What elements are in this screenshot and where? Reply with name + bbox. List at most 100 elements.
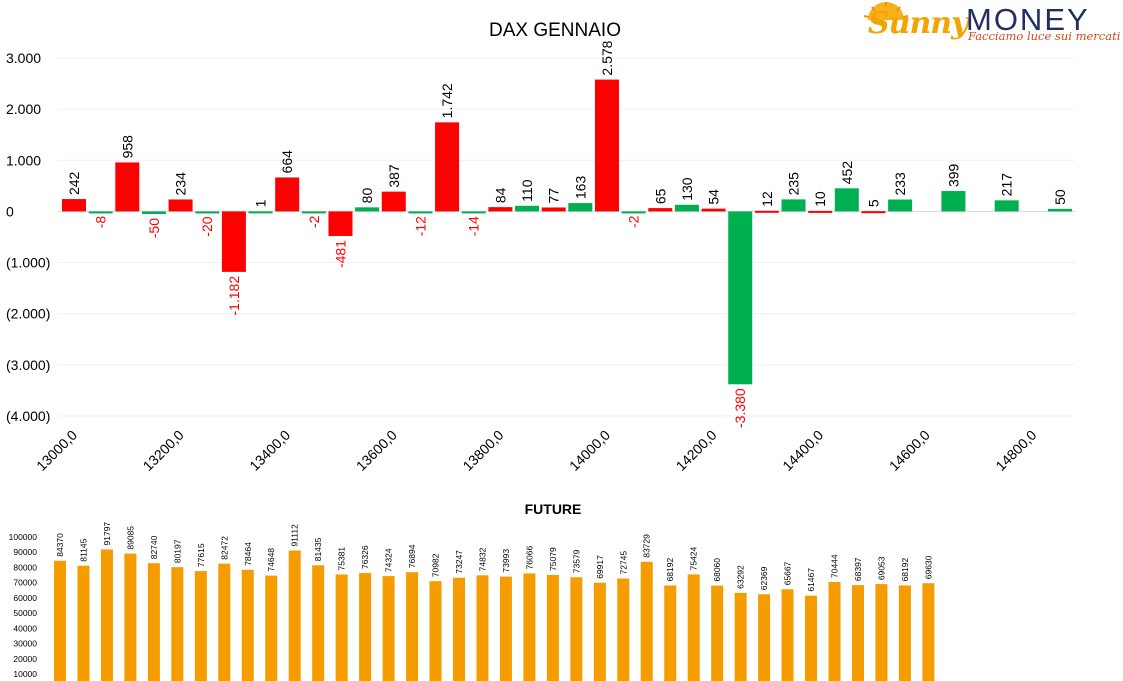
data-label: 233 [892, 172, 908, 196]
bar [781, 199, 806, 212]
bar [994, 200, 1019, 212]
future-bar [147, 563, 160, 681]
future-title: FUTURE [525, 501, 582, 517]
data-label: -14 [466, 216, 482, 236]
bar [328, 211, 353, 237]
future-data-label: 91797 [102, 522, 112, 546]
future-data-label: 81145 [78, 538, 88, 561]
data-label: 50 [1052, 189, 1068, 205]
bar [408, 211, 433, 214]
data-label: 77 [546, 188, 562, 204]
future-data-label: 83729 [642, 534, 652, 558]
future-data-label: 75381 [337, 547, 347, 571]
future-bar [640, 561, 653, 681]
future-data-label: 91112 [290, 524, 300, 547]
bar [941, 191, 966, 212]
data-label: 387 [386, 164, 402, 188]
bar [88, 211, 113, 214]
data-label: 452 [839, 161, 855, 185]
data-label: 65 [652, 188, 668, 204]
bar [168, 199, 193, 212]
future-bar [100, 549, 113, 681]
future-data-label: 84370 [55, 533, 65, 557]
future-bar [265, 575, 278, 681]
y-tick-label: (1.000) [6, 255, 50, 271]
future-bar [805, 595, 818, 681]
future-bar [922, 583, 935, 681]
future-data-label: 70444 [830, 554, 840, 578]
future-data-label: 70982 [431, 553, 441, 577]
bar [834, 188, 859, 212]
future-bar [218, 563, 231, 681]
future-data-label: 82740 [149, 535, 159, 559]
data-label: -50 [146, 218, 162, 238]
chart-title: DAX GENNAIO [489, 20, 621, 41]
data-label: 399 [945, 163, 961, 187]
future-data-label: 76066 [524, 546, 534, 570]
future-bar [546, 574, 559, 681]
future-y-tick-label: 90000 [13, 547, 37, 557]
data-label: 163 [572, 176, 588, 200]
data-label: 958 [119, 135, 135, 159]
y-tick-label: 2.000 [6, 101, 41, 117]
future-data-label: 72745 [618, 551, 628, 575]
future-data-label: 81435 [313, 537, 323, 561]
data-label: -20 [199, 216, 215, 236]
future-data-label: 69917 [595, 555, 605, 579]
bar [221, 211, 246, 272]
data-label: -2 [306, 215, 322, 228]
future-bar [335, 574, 348, 681]
future-bar [758, 594, 771, 681]
future-data-label: 69630 [923, 555, 933, 579]
data-label: 10 [812, 191, 828, 207]
future-y-tick-label: 30000 [13, 639, 37, 649]
data-label: 1 [253, 199, 269, 207]
future-bar [687, 574, 700, 681]
future-data-label: 65667 [783, 561, 793, 585]
data-label: 2.578 [599, 40, 615, 75]
future-data-label: 68060 [712, 558, 722, 582]
future-y-tick-label: 80000 [13, 562, 37, 572]
future-y-tick-label: 40000 [13, 623, 37, 633]
future-bar [570, 577, 583, 681]
bar [515, 205, 540, 212]
future-data-label: 74324 [384, 548, 394, 572]
data-label: -12 [412, 216, 428, 236]
future-data-label: 77615 [196, 543, 206, 567]
sunny-money-logo: Sunny MONEY Facciamo luce sui mercati [862, 2, 1121, 46]
future-bar [382, 576, 395, 681]
bar [754, 210, 779, 213]
data-label: -3.380 [732, 388, 748, 428]
bar [594, 79, 619, 212]
bar [435, 122, 460, 212]
future-data-label: 89085 [125, 526, 135, 550]
future-bar [171, 567, 184, 681]
future-bar [523, 573, 536, 681]
y-tick-label: 3.000 [6, 50, 41, 66]
bar [728, 211, 753, 385]
bar [488, 207, 513, 212]
data-label: 130 [679, 177, 695, 201]
logo-tagline: Facciamo luce sui mercati [968, 29, 1121, 43]
bar [674, 204, 699, 212]
future-data-label: 62369 [759, 566, 769, 590]
future-data-label: 61467 [806, 568, 816, 592]
future-bar [429, 581, 442, 681]
future-bar [359, 573, 372, 681]
future-bar [781, 589, 794, 681]
future-bar [828, 581, 841, 681]
data-label: 235 [786, 172, 802, 196]
bar [195, 211, 220, 214]
data-label: 54 [706, 189, 722, 205]
data-label: 80 [359, 188, 375, 204]
y-tick-label: 0 [6, 203, 14, 219]
future-bar [875, 584, 888, 681]
future-data-label: 76326 [360, 545, 370, 569]
future-data-label: 73247 [454, 550, 464, 574]
future-bar [452, 577, 465, 681]
bar [355, 207, 380, 212]
future-bar [124, 553, 137, 681]
future-data-label: 76894 [407, 544, 417, 568]
future-bar [241, 569, 254, 681]
